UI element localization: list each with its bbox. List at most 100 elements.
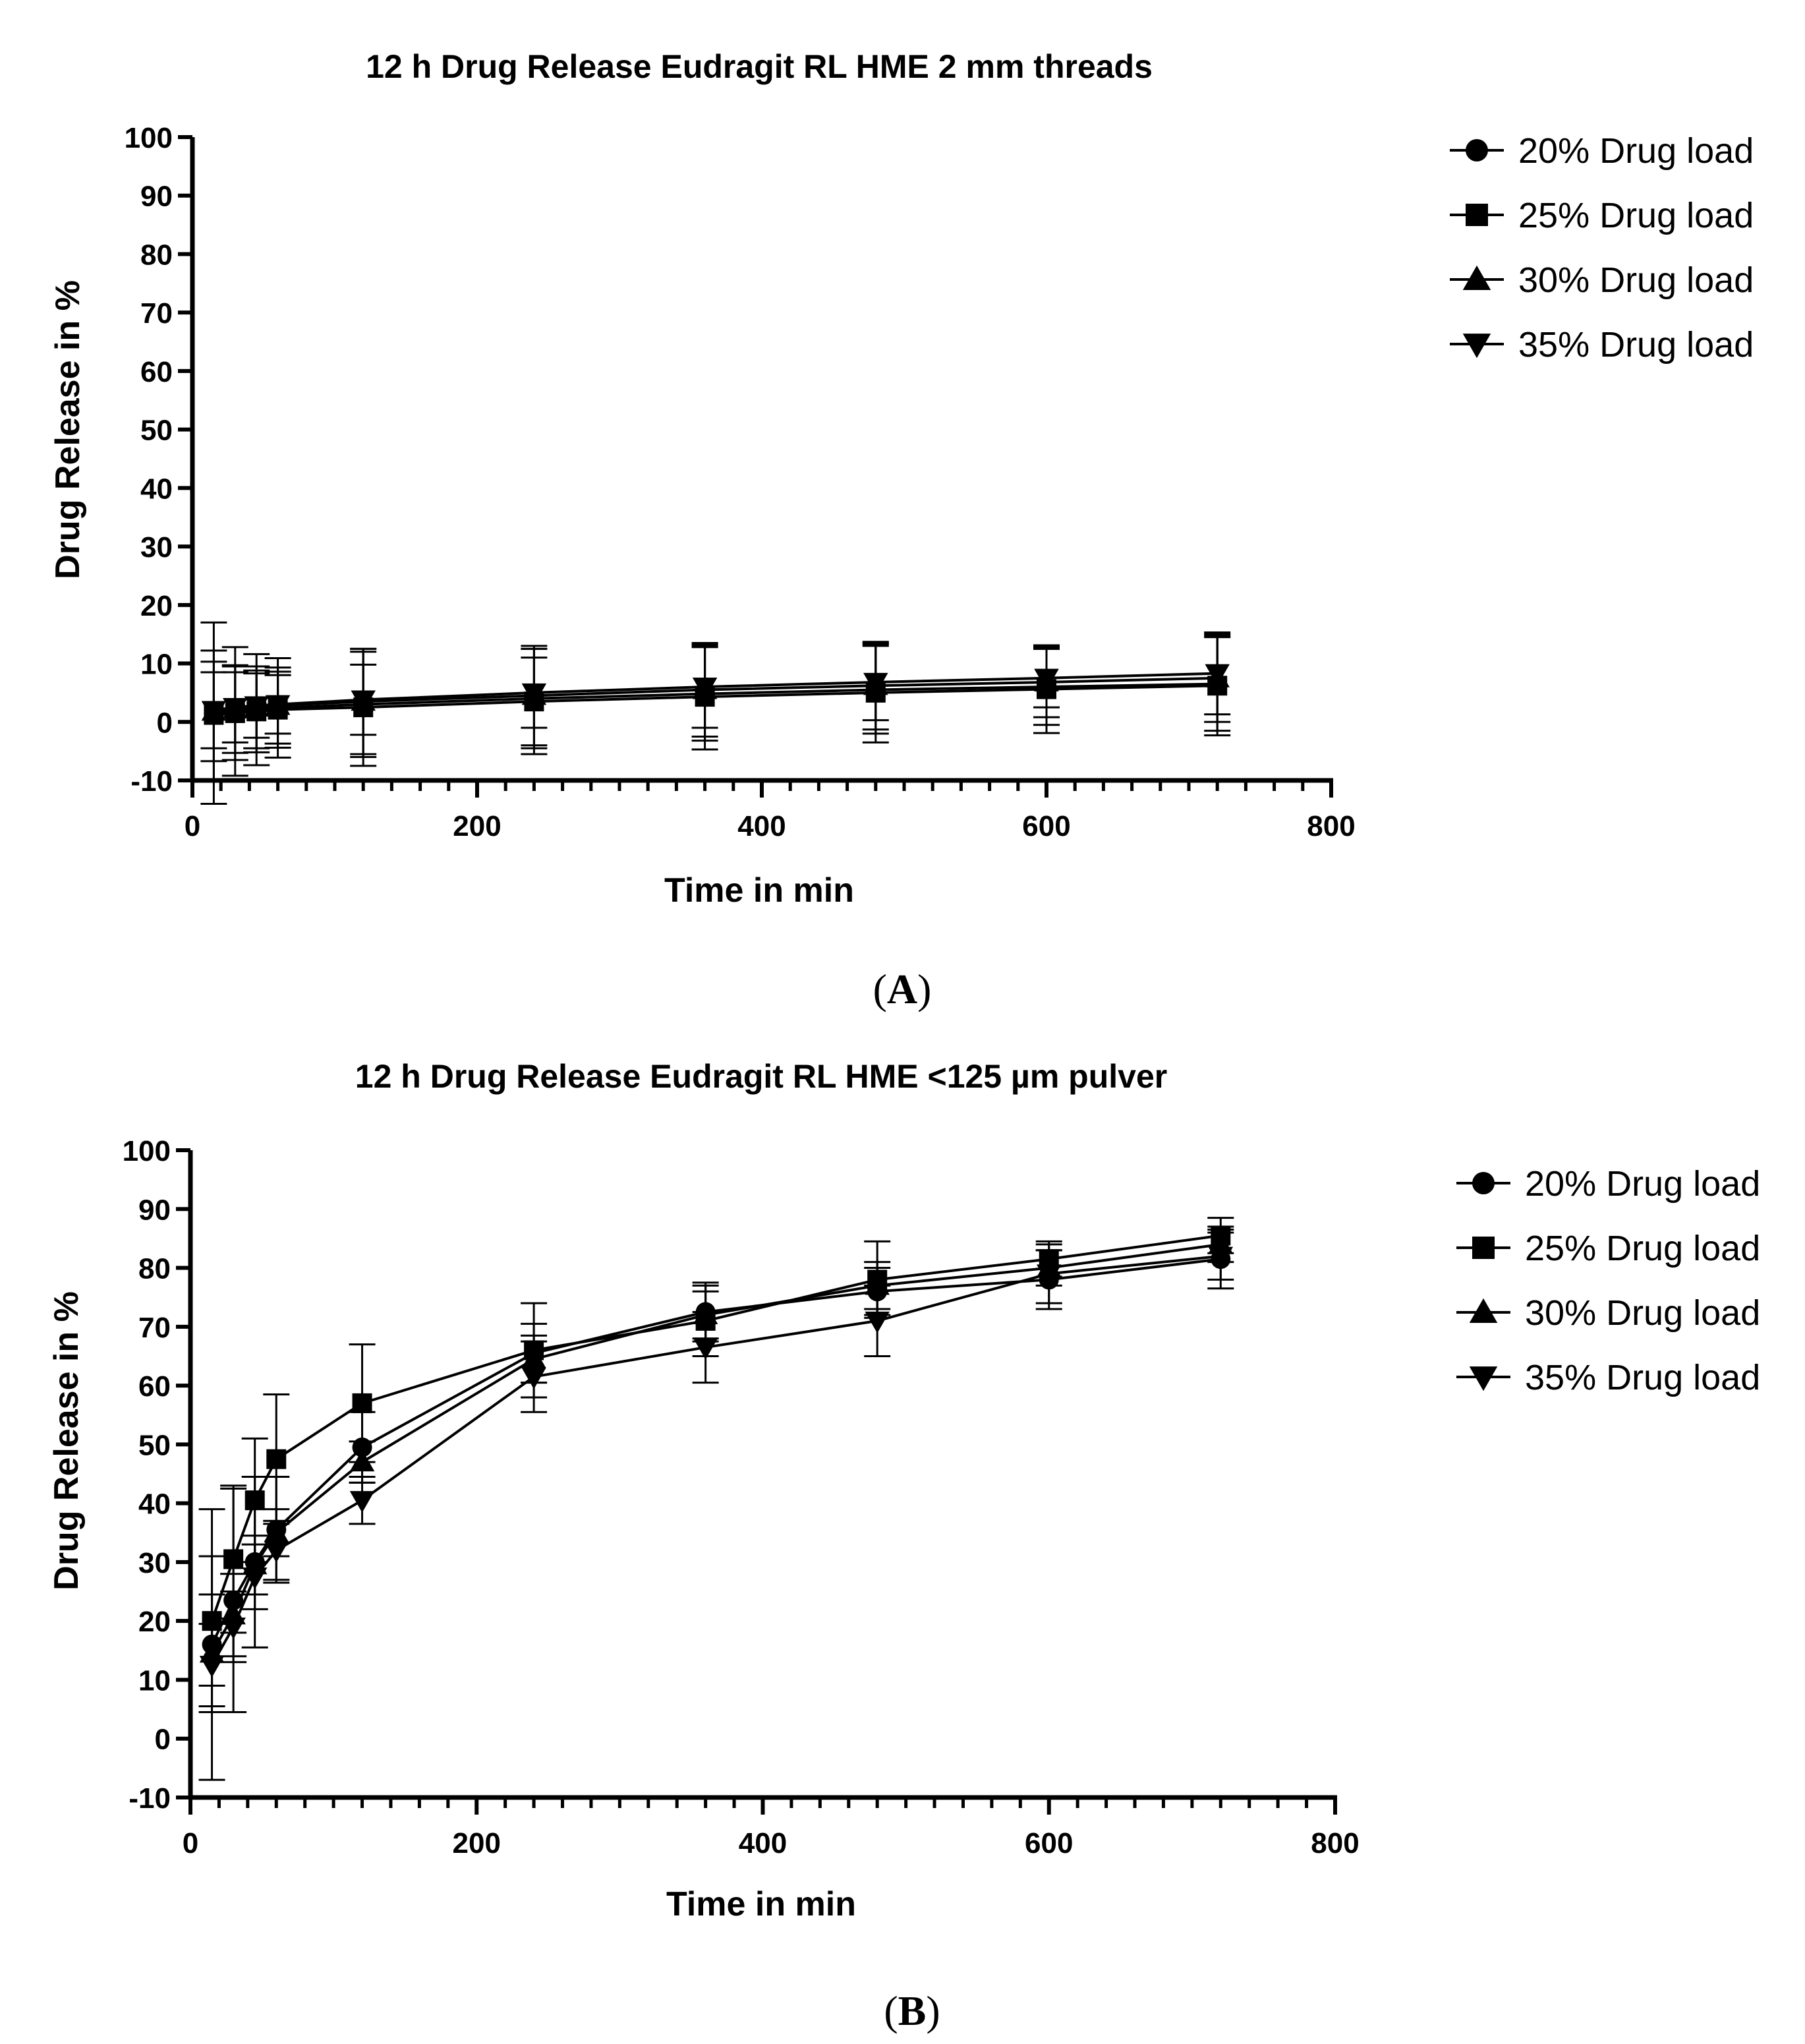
data-point	[223, 698, 248, 720]
data-point	[865, 1273, 890, 1295]
legend-marker	[1462, 334, 1491, 359]
legend-label: 25% Drug load	[1518, 196, 1754, 235]
y-tick-label: 30	[140, 531, 173, 564]
series-line	[210, 1254, 1221, 1666]
y-tick-label: 70	[138, 1312, 171, 1344]
series-4	[198, 1231, 1234, 1708]
legend-label: 35% Drug load	[1518, 325, 1754, 365]
data-point	[692, 677, 718, 699]
data-point	[1037, 1264, 1062, 1287]
y-tick-label: 100	[123, 1135, 171, 1167]
data-point	[1034, 668, 1059, 691]
data-point	[349, 1491, 375, 1513]
legend-label: 20% Drug load	[1525, 1164, 1760, 1204]
series-line	[214, 672, 1218, 712]
x-tick-label: 200	[453, 1827, 501, 1859]
legend-marker	[1462, 265, 1491, 290]
y-tick-label: -10	[130, 765, 173, 798]
data-point	[863, 672, 888, 695]
y-tick-label: 60	[140, 356, 173, 388]
series-line	[214, 682, 1218, 715]
y-tick-label: 10	[138, 1664, 171, 1697]
panel-caption-a: (A)	[873, 966, 932, 1012]
data-point	[266, 1449, 287, 1469]
panel-caption-b: (B)	[884, 1987, 940, 2034]
chart-title: 12 h Drug Release Eudragit RL HME <125 µ…	[355, 1058, 1167, 1095]
data-point	[244, 1490, 265, 1511]
legend-item-2: 25% Drug load	[1456, 1229, 1760, 1268]
legend-item-4: 35% Drug load	[1456, 1358, 1760, 1397]
x-tick-label: 800	[1307, 810, 1355, 842]
legend-item-3: 30% Drug load	[1450, 260, 1754, 300]
legend-label: 25% Drug load	[1525, 1229, 1760, 1268]
plot-area: -10 0 10 20 30 40 50 60 70 80 90 100 0 200 400 600 800	[123, 1135, 1360, 1859]
legend-item-2: 25% Drug load	[1450, 196, 1754, 235]
legend-item-4: 35% Drug load	[1450, 325, 1754, 365]
y-axis-label: Drug Release in %	[47, 1291, 86, 1591]
legend-item-1: 20% Drug load	[1456, 1164, 1760, 1204]
panel-label-a: A	[887, 966, 917, 1012]
data-point	[352, 1393, 372, 1413]
legend-label: 30% Drug load	[1525, 1293, 1760, 1333]
series-3	[198, 1225, 1234, 1714]
data-point	[349, 1449, 375, 1472]
y-tick-label: 20	[138, 1606, 171, 1638]
y-tick-label: 90	[140, 181, 173, 213]
data-point	[693, 1338, 718, 1360]
data-point	[223, 1549, 244, 1569]
legend-label: 35% Drug load	[1525, 1358, 1760, 1397]
legend-item-3: 30% Drug load	[1456, 1293, 1760, 1333]
y-tick-label: 50	[138, 1429, 171, 1461]
legend-label: 20% Drug load	[1518, 131, 1754, 171]
x-tick-label: 600	[1025, 1827, 1073, 1859]
x-axis-label: Time in min	[666, 1885, 856, 1923]
data-point	[351, 690, 376, 713]
data-point	[521, 683, 547, 705]
data-point	[199, 1656, 225, 1678]
legend-label: 30% Drug load	[1518, 260, 1754, 300]
y-tick-label: -10	[129, 1782, 171, 1815]
series-line	[210, 1258, 1221, 1645]
y-tick-label: 100	[125, 122, 173, 154]
x-tick-label: 400	[739, 1827, 787, 1859]
legend-marker	[1466, 139, 1488, 161]
y-tick-label: 20	[140, 590, 173, 622]
data-point	[264, 1540, 289, 1563]
x-tick-label: 400	[737, 810, 786, 842]
y-tick-label: 0	[157, 707, 173, 739]
data-point	[865, 1311, 890, 1333]
x-axis-label: Time in min	[664, 871, 854, 910]
series-line	[214, 676, 1218, 713]
chart-title: 12 h Drug Release Eudragit RL HME 2 mm t…	[366, 48, 1153, 85]
y-tick-label: 40	[138, 1488, 171, 1521]
data-point	[201, 701, 227, 723]
y-tick-label: 10	[140, 649, 173, 681]
chart-panel-b: 12 h Drug Release Eudragit RL HME <125 µ…	[47, 1058, 1760, 1923]
series-4	[200, 631, 1231, 749]
legend-marker	[1466, 204, 1488, 226]
data-point	[244, 696, 269, 718]
legend-marker	[1472, 1172, 1495, 1194]
y-axis-label: Drug Release in %	[49, 280, 87, 579]
series-line	[214, 684, 1218, 716]
y-tick-label: 40	[140, 473, 173, 505]
y-tick-label: 80	[138, 1253, 171, 1285]
legend: 20% Drug load 25% Drug load 30% Drug load 3…	[1450, 131, 1754, 365]
data-point	[242, 1567, 268, 1589]
y-tick-label: 80	[140, 239, 173, 271]
y-tick-label: 50	[140, 415, 173, 447]
y-tick-label: 60	[138, 1370, 171, 1403]
legend-item-1: 20% Drug load	[1450, 131, 1754, 171]
x-tick-label: 200	[453, 810, 501, 842]
legend-marker	[1469, 1366, 1498, 1391]
legend: 20% Drug load 25% Drug load 30% Drug load 3…	[1456, 1164, 1760, 1397]
x-tick-label: 800	[1311, 1827, 1359, 1859]
y-tick-label: 90	[138, 1194, 171, 1226]
panel-label-b: B	[898, 1987, 927, 2034]
data-point	[1208, 1246, 1234, 1269]
plot-area: -10 0 10 20 30 40 50 60 70 80 90 100 0 200 400 600 800	[125, 122, 1356, 842]
y-tick-label: 0	[155, 1724, 171, 1756]
x-tick-label: 0	[183, 1827, 198, 1859]
x-tick-label: 0	[185, 810, 200, 842]
